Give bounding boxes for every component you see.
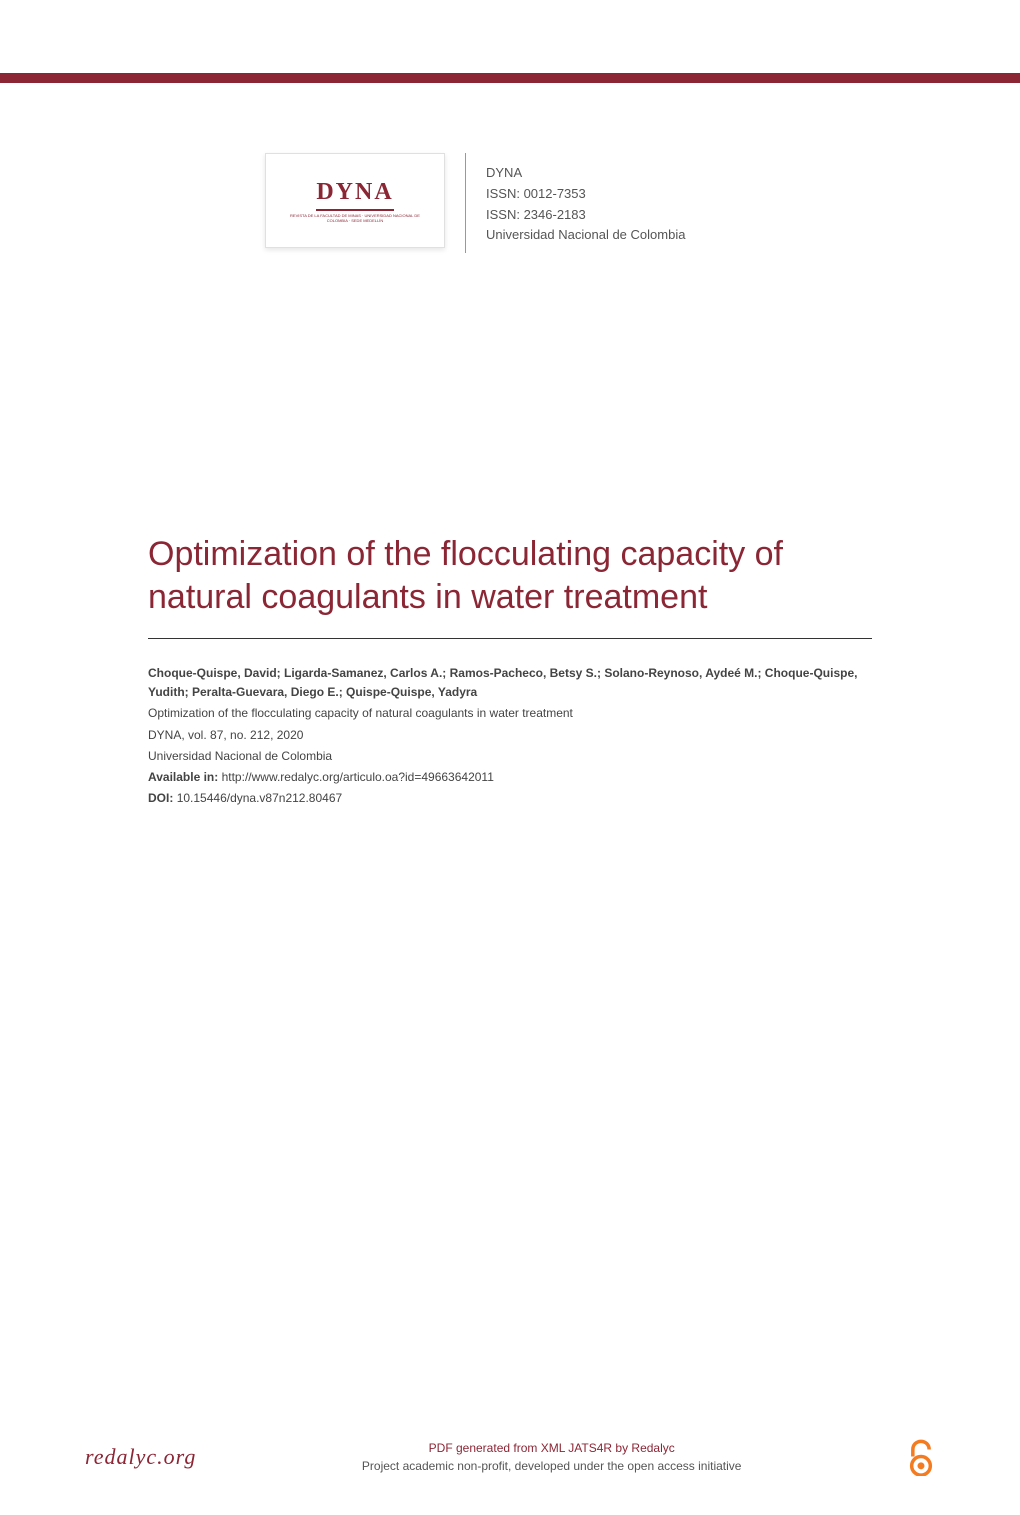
journal-logo-box: DYNA REVISTA DE LA FACULTAD DE MINAS · U… — [265, 153, 445, 248]
journal-publisher: Universidad Nacional de Colombia — [486, 225, 685, 246]
header-divider — [465, 153, 466, 253]
header-section: DYNA REVISTA DE LA FACULTAD DE MINAS · U… — [0, 153, 1020, 253]
journal-logo-text: DYNA — [316, 179, 393, 211]
journal-issn-1: ISSN: 0012-7353 — [486, 184, 685, 205]
redalyc-logo: redalyc.org — [85, 1444, 196, 1470]
title-divider — [148, 638, 872, 639]
doi-value: 10.15446/dyna.v87n212.80467 — [177, 791, 343, 805]
journal-issn-2: ISSN: 2346-2183 — [486, 205, 685, 226]
available-label: Available in: — [148, 770, 218, 784]
top-accent-bar — [0, 73, 1020, 83]
footer-project-line: Project academic non-profit, developed u… — [362, 1457, 742, 1475]
article-citation: DYNA, vol. 87, no. 212, 2020 — [148, 726, 872, 745]
article-subtitle: Optimization of the flocculating capacit… — [148, 704, 872, 723]
page-footer: redalyc.org PDF generated from XML JATS4… — [0, 1439, 1020, 1475]
article-authors: Choque-Quispe, David; Ligarda-Samanez, C… — [148, 664, 872, 702]
redalyc-logo-text: redalyc.org — [85, 1444, 196, 1470]
article-metadata: Choque-Quispe, David; Ligarda-Samanez, C… — [0, 664, 1020, 808]
journal-name: DYNA — [486, 163, 685, 184]
open-access-icon — [907, 1439, 935, 1475]
available-url: http://www.redalyc.org/articulo.oa?id=49… — [222, 770, 494, 784]
article-institution: Universidad Nacional de Colombia — [148, 747, 872, 766]
article-available: Available in: http://www.redalyc.org/art… — [148, 768, 872, 787]
article-doi: DOI: 10.15446/dyna.v87n212.80467 — [148, 789, 872, 808]
journal-logo-subtitle: REVISTA DE LA FACULTAD DE MINAS · UNIVER… — [281, 213, 429, 223]
journal-info: DYNA ISSN: 0012-7353 ISSN: 2346-2183 Uni… — [486, 153, 685, 253]
article-title: Optimization of the flocculating capacit… — [0, 533, 1020, 618]
doi-label: DOI: — [148, 791, 173, 805]
footer-center-text: PDF generated from XML JATS4R by Redalyc… — [362, 1439, 742, 1475]
